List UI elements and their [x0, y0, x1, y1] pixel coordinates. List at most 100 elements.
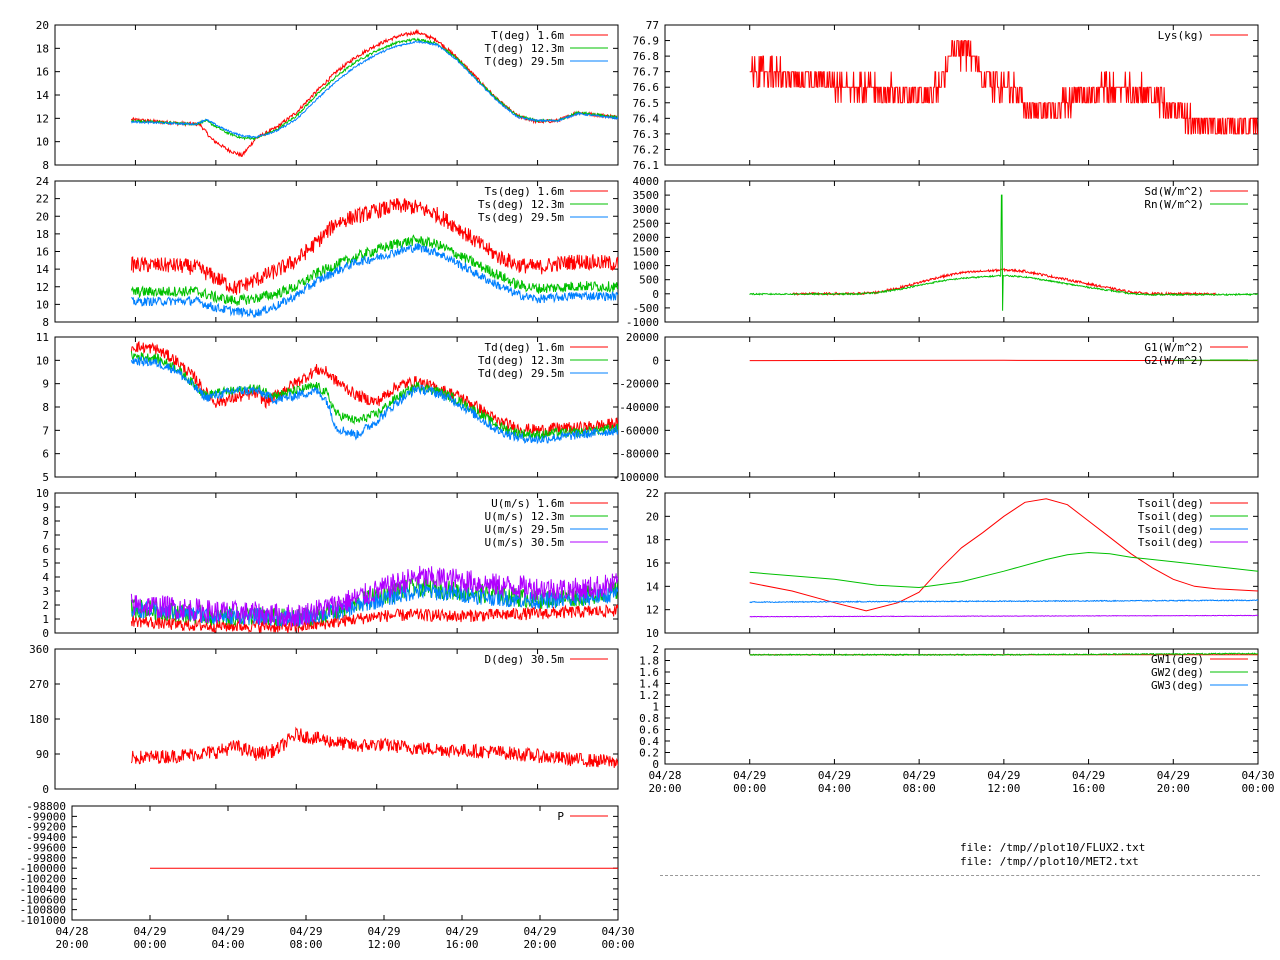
- y-tick-label: 76.5: [633, 97, 660, 110]
- legend-label: Lys(kg): [1158, 29, 1204, 42]
- y-tick-label: 0.2: [639, 747, 659, 760]
- y-tick-label: 1: [42, 613, 49, 626]
- y-tick-label: 2000: [633, 231, 660, 244]
- y-tick-label: 7: [42, 529, 49, 542]
- series-line: [130, 351, 618, 442]
- separator: [660, 875, 1260, 876]
- legend-label: Ts(deg) 12.3m: [478, 198, 564, 211]
- x-tick-label: 00:00: [601, 938, 634, 951]
- y-tick-label: 8: [42, 159, 49, 172]
- y-tick-label: 20: [36, 19, 49, 32]
- y-tick-label: -99200: [26, 821, 66, 834]
- legend-label: GW1(deg): [1151, 653, 1204, 666]
- y-tick-label: 360: [29, 643, 49, 656]
- legend-label: U(m/s) 29.5m: [485, 523, 565, 536]
- y-tick-label: 11: [36, 331, 49, 344]
- x-tick-label: 04/29: [289, 925, 322, 938]
- y-tick-label: 0.8: [639, 712, 659, 725]
- y-tick-label: -500: [633, 302, 660, 315]
- chart-panel: 0 90 180 270 360 D(deg) 30.5m: [29, 643, 619, 796]
- legend-label: Rn(W/m^2): [1144, 198, 1204, 211]
- legend-label: U(m/s) 30.5m: [485, 536, 565, 549]
- y-tick-label: 1: [652, 701, 659, 714]
- y-tick-label: 500: [639, 274, 659, 287]
- legend-label: Tsoil(deg): [1138, 497, 1204, 510]
- y-tick-label: -100600: [20, 893, 66, 906]
- y-tick-label: 0: [42, 627, 49, 640]
- series-line: [130, 565, 618, 628]
- y-tick-label: 3: [42, 585, 49, 598]
- y-tick-label: -100000: [613, 471, 659, 484]
- y-tick-label: 9: [42, 378, 49, 391]
- x-tick-label: 04/29: [445, 925, 478, 938]
- series-line: [749, 551, 1258, 589]
- y-tick-label: 6: [42, 448, 49, 461]
- y-tick-label: 14: [36, 89, 50, 102]
- x-tick-label: 16:00: [1072, 782, 1105, 795]
- legend-label: U(m/s) 12.3m: [485, 510, 565, 523]
- x-tick-label: 04/29: [367, 925, 400, 938]
- x-tick-label: 04:00: [211, 938, 244, 951]
- y-tick-label: -1000: [626, 316, 659, 329]
- legend-label: D(deg) 30.5m: [485, 653, 565, 666]
- y-tick-label: 5: [42, 471, 49, 484]
- y-tick-label: 76.4: [633, 112, 660, 125]
- x-tick-label: 04/30: [1241, 769, 1274, 782]
- x-tick-label: 04/29: [818, 769, 851, 782]
- series-line: [749, 652, 1258, 657]
- x-tick-label: 04:00: [818, 782, 851, 795]
- y-tick-label: 2: [42, 599, 49, 612]
- y-tick-label: 1.2: [639, 689, 659, 702]
- legend-label: GW2(deg): [1151, 666, 1204, 679]
- y-tick-label: -101000: [20, 914, 66, 927]
- y-tick-label: 3000: [633, 203, 660, 216]
- y-tick-label: 18: [36, 42, 49, 55]
- y-tick-label: 20000: [626, 331, 659, 344]
- x-tick-label: 04/28: [55, 925, 88, 938]
- y-tick-label: 8: [42, 401, 49, 414]
- y-tick-label: 76.6: [633, 81, 660, 94]
- y-tick-label: -98800: [26, 800, 66, 813]
- x-tick-label: 12:00: [367, 938, 400, 951]
- y-tick-label: 12: [36, 112, 49, 125]
- x-tick-label: 20:00: [523, 938, 556, 951]
- y-tick-label: 1.6: [639, 666, 659, 679]
- series-line: [749, 40, 1258, 135]
- y-tick-label: 4000: [633, 175, 660, 188]
- x-tick-label: 12:00: [987, 782, 1020, 795]
- y-tick-label: 5: [42, 557, 49, 570]
- y-tick-label: 8: [42, 515, 49, 528]
- x-tick-label: 04/29: [211, 925, 244, 938]
- legend-label: G2(W/m^2): [1144, 354, 1204, 367]
- legend-label: Tsoil(deg): [1138, 510, 1204, 523]
- y-tick-label: 0: [42, 783, 49, 796]
- series-line: [130, 356, 618, 445]
- y-tick-label: -99800: [26, 852, 66, 865]
- file-line: file: /tmp//plot10/MET2.txt: [960, 855, 1139, 868]
- y-tick-label: 10: [36, 487, 49, 500]
- series-line: [130, 604, 618, 633]
- y-tick-label: -100400: [20, 883, 66, 896]
- legend-label: G1(W/m^2): [1144, 341, 1204, 354]
- y-tick-label: 3500: [633, 189, 660, 202]
- y-tick-label: 22: [646, 487, 659, 500]
- x-tick-label: 20:00: [1157, 782, 1190, 795]
- x-tick-label: 16:00: [445, 938, 478, 951]
- y-tick-label: 12: [36, 281, 49, 294]
- y-tick-label: -99000: [26, 810, 66, 823]
- y-tick-label: 20: [646, 510, 659, 523]
- y-tick-label: 8: [42, 316, 49, 329]
- plot-frame: [71, 805, 619, 921]
- series-line: [131, 243, 618, 319]
- y-tick-label: -99400: [26, 831, 66, 844]
- y-tick-label: 12: [646, 604, 659, 617]
- y-tick-label: -100000: [20, 862, 66, 875]
- x-tick-label: 00:00: [1241, 782, 1274, 795]
- y-tick-label: 0: [652, 758, 659, 771]
- legend-label: Td(deg) 1.6m: [485, 341, 565, 354]
- y-tick-label: 180: [29, 713, 49, 726]
- x-tick-label: 00:00: [133, 938, 166, 951]
